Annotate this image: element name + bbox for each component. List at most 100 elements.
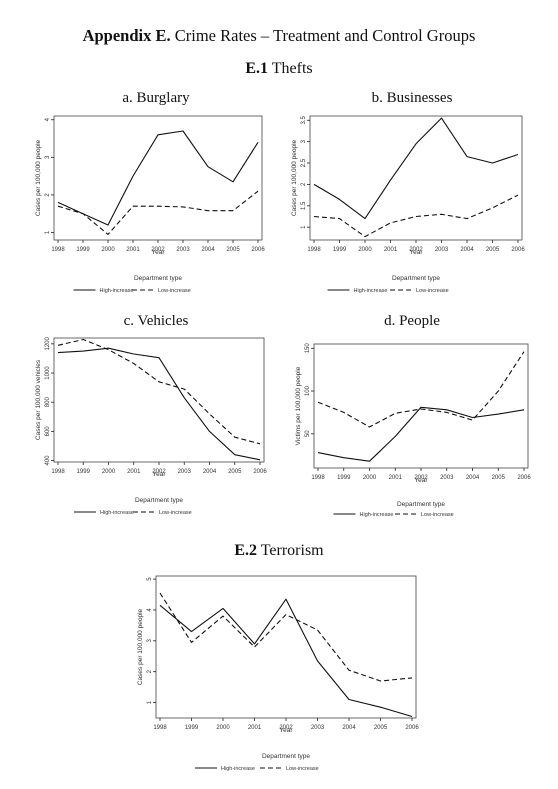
x-tick-label: 2006 (511, 247, 525, 253)
y-axis-label: Cases per 100,000 vehicles (35, 359, 42, 440)
plot-frame (155, 575, 417, 719)
x-axis-label: Year (151, 249, 165, 256)
x-tick-label: 2003 (311, 725, 325, 731)
series-line-low-increase (57, 338, 261, 445)
y-tick-label: 1 (301, 225, 307, 229)
section-label: Thefts (271, 60, 313, 77)
x-axis-label: Year (414, 477, 428, 484)
x-tick-label: 2005 (374, 725, 388, 731)
y-tick-label: 2 (147, 669, 153, 673)
y-tick-label: 3 (45, 155, 51, 159)
y-axis-label: Cases per 100,000 people (137, 608, 144, 685)
x-tick-label: 2005 (492, 475, 506, 481)
x-tick-label: 2004 (203, 469, 217, 475)
section-number: E.1 (245, 60, 269, 77)
legend-title: Department type (262, 753, 310, 760)
plot-frame (53, 337, 265, 463)
legend-label: High-increase (100, 288, 134, 294)
section-heading-thefts: E.1 Thefts (0, 60, 558, 78)
legend-label: Low-increase (416, 288, 449, 294)
y-tick-label: 800 (45, 397, 51, 408)
x-tick-label: 2001 (248, 725, 262, 731)
series-line-low-increase (317, 351, 525, 428)
series-line-low-increase (313, 194, 519, 238)
page-title: Appendix E. Crime Rates – Treatment and … (0, 26, 558, 46)
x-tick-label: 2002 (409, 247, 423, 253)
legend-title: Department type (392, 275, 440, 282)
x-tick-label: 1998 (307, 247, 321, 253)
y-axis-label: Cases per 100,000 people (35, 139, 42, 216)
y-tick-label: 5 (147, 577, 153, 581)
x-tick-label: 2005 (228, 469, 242, 475)
x-tick-label: 1999 (337, 475, 351, 481)
x-tick-label: 1999 (333, 247, 347, 253)
y-tick-label: 50 (305, 430, 311, 437)
x-tick-label: 2000 (358, 247, 372, 253)
y-tick-label: 1 (45, 230, 51, 234)
x-axis-label: Year (279, 727, 293, 734)
series-line-low-increase (57, 190, 259, 235)
plot-frame (309, 115, 523, 241)
section-number: E.2 (234, 542, 258, 559)
x-tick-label: 2002 (152, 469, 166, 475)
y-tick-label: 400 (45, 455, 51, 466)
y-tick-label: 2 (301, 182, 307, 186)
x-tick-label: 2005 (486, 247, 500, 253)
y-tick-label: 2.5 (301, 158, 307, 167)
x-tick-label: 2001 (126, 247, 140, 253)
series-line-high-increase (313, 117, 519, 220)
y-tick-label: 1 (147, 700, 153, 704)
y-tick-label: 3.5 (301, 115, 307, 124)
x-tick-label: 2002 (151, 247, 165, 253)
series-line-low-increase (159, 592, 413, 682)
y-tick-label: 150 (305, 343, 311, 354)
x-tick-label: 1999 (76, 247, 90, 253)
legend-title: Department type (134, 275, 182, 282)
x-tick-label: 1998 (153, 725, 167, 731)
y-tick-label: 100 (305, 385, 311, 396)
y-tick-label: 1.5 (301, 201, 307, 210)
x-tick-label: 2003 (176, 247, 190, 253)
x-tick-label: 1999 (185, 725, 199, 731)
y-axis-label: Cases per 100,000 people (291, 139, 298, 216)
y-tick-label: 4 (45, 117, 51, 121)
panel-title-vehicles: c. Vehicles (123, 313, 189, 329)
legend-label: High-increase (100, 510, 134, 516)
x-axis-label: Year (152, 471, 166, 478)
panel-title-businesses: b. Businesses (371, 90, 453, 106)
y-tick-label: 2 (45, 193, 51, 197)
legend-label: Low-increase (421, 512, 454, 518)
panel-title-people: d. People (384, 313, 440, 329)
x-tick-label: 2002 (279, 725, 293, 731)
y-tick-label: 3 (301, 139, 307, 143)
appendix-label: Appendix E. (82, 26, 171, 45)
x-tick-label: 2001 (384, 247, 398, 253)
y-axis-label: Victims per 100,000 people (295, 366, 302, 445)
series-line-high-increase (159, 598, 413, 718)
x-tick-label: 2006 (253, 469, 267, 475)
legend-label: Low-increase (158, 288, 191, 294)
x-tick-label: 2004 (460, 247, 474, 253)
chart-people: 50 100 150 1998 1999 2000 2001 2002 2003 2004 2005… (295, 343, 531, 518)
series-line-high-increase (317, 406, 525, 462)
y-tick-label: 3 (147, 638, 153, 642)
x-tick-label: 2006 (517, 475, 531, 481)
x-tick-label: 2005 (226, 247, 240, 253)
x-tick-label: 1999 (77, 469, 91, 475)
plot-frame (313, 343, 529, 469)
legend-label: Low-increase (159, 510, 192, 516)
chart-vehicles: 400 600 800 1000 1200 1998 1999 2000 2001 2002 200… (35, 337, 267, 516)
x-tick-label: 2004 (342, 725, 356, 731)
panel-title-burglary: a. Burglary (122, 90, 190, 106)
x-tick-label: 2003 (435, 247, 449, 253)
x-tick-label: 2000 (216, 725, 230, 731)
appendix-title: Crime Rates – Treatment and Control Grou… (174, 26, 476, 45)
y-tick-label: 4 (147, 608, 153, 612)
x-tick-label: 2006 (251, 247, 265, 253)
y-tick-label: 600 (45, 426, 51, 437)
x-tick-label: 2000 (363, 475, 377, 481)
x-axis-label: Year (409, 249, 423, 256)
x-tick-label: 2002 (414, 475, 428, 481)
x-tick-label: 2000 (101, 247, 115, 253)
chart-businesses: 1 1.5 2 2.5 3 3.5 1998 1999 2000 2001 2002 2003 2004… (291, 115, 525, 294)
